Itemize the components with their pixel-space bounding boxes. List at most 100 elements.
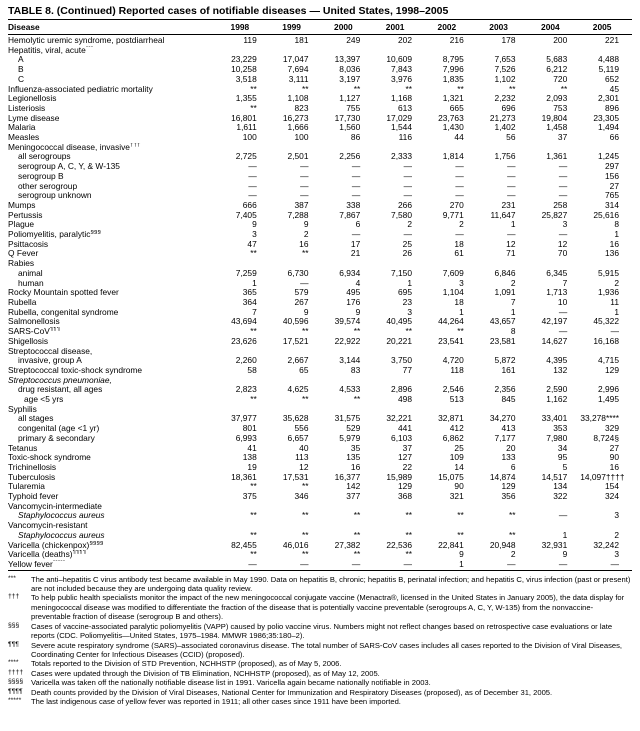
value-cell: 200 bbox=[553, 35, 568, 45]
value-cell: ** bbox=[250, 395, 257, 405]
value-cell: 221 bbox=[605, 35, 619, 45]
value-cell: 322 bbox=[553, 492, 568, 502]
value-cell: 100 bbox=[294, 133, 309, 143]
disease-label: B bbox=[18, 65, 24, 75]
value-cell: 39,574 bbox=[334, 317, 361, 327]
footnote-marker: §§§§ bbox=[8, 678, 24, 686]
value-cell bbox=[373, 405, 425, 415]
disease-label: SARS-CoV¶¶¶ bbox=[8, 327, 61, 337]
value-cell: 8,724§ bbox=[593, 433, 619, 443]
disease-label: A bbox=[18, 55, 24, 65]
value-cell: ** bbox=[353, 530, 361, 540]
value-cell: 9 bbox=[303, 220, 309, 230]
value-cell: 2 bbox=[510, 550, 516, 560]
value-cell: ** bbox=[405, 530, 412, 540]
value-cell: — bbox=[403, 171, 412, 181]
value-cell: 3,111 bbox=[288, 74, 309, 84]
value-cell: 1 bbox=[459, 307, 464, 317]
disease-label: invasive, group A bbox=[18, 356, 82, 366]
value-cell: 8 bbox=[614, 220, 619, 230]
value-cell: 20,948 bbox=[489, 540, 516, 550]
value-cell: 1 bbox=[614, 307, 619, 317]
value-cell: 118 bbox=[450, 365, 464, 375]
disease-label: Listeriosis bbox=[8, 103, 46, 113]
value-cell bbox=[218, 46, 270, 56]
section-row: Hepatitis, viral, acute*** bbox=[8, 46, 632, 56]
value-cell: 113 bbox=[295, 453, 309, 463]
value-cell: 22,922 bbox=[334, 336, 361, 346]
footnote-text: Cases were updated through the Division … bbox=[31, 668, 380, 678]
disease-row: Rubella 364 267 176 23 18 7 10 11 bbox=[8, 298, 632, 308]
value-cell: 16,168 bbox=[593, 336, 619, 346]
value-cell: ** bbox=[250, 249, 257, 259]
value-cell: 314 bbox=[605, 200, 619, 210]
value-cell: 7,609 bbox=[442, 268, 464, 278]
disease-row: congenital (age <1 yr) 801 556 529 441 412 413… bbox=[8, 424, 632, 434]
value-cell: ** bbox=[457, 530, 464, 540]
value-cell bbox=[580, 143, 632, 153]
value-cell: — bbox=[300, 162, 309, 172]
disease-row: Rocky Mountain spotted fever 365 579 495 695… bbox=[8, 288, 632, 298]
value-cell: 10,258 bbox=[231, 65, 257, 75]
value-cell: 12 bbox=[557, 239, 568, 249]
value-cell: 23,626 bbox=[231, 336, 257, 346]
value-cell: 6,993 bbox=[235, 433, 257, 443]
value-cell bbox=[529, 405, 581, 415]
footnote-marker: §§§ bbox=[8, 621, 20, 629]
value-cell bbox=[477, 502, 529, 512]
value-cell: 22 bbox=[402, 462, 412, 472]
value-cell: 119 bbox=[243, 35, 257, 45]
value-cell: 18,361 bbox=[231, 472, 257, 482]
disease-row: Yellow fever***** — — — — 1 — — — bbox=[8, 560, 632, 570]
value-cell: 7 bbox=[510, 297, 516, 307]
value-cell: ** bbox=[301, 395, 309, 405]
value-cell: 387 bbox=[294, 200, 309, 210]
value-cell: 178 bbox=[501, 35, 516, 45]
value-cell: 7,405 bbox=[235, 210, 257, 220]
disease-label: Rubella, congenital syndrome bbox=[8, 307, 119, 317]
footnote: ††† To help public health specialists mon… bbox=[8, 593, 632, 621]
value-cell: — bbox=[300, 181, 309, 191]
disease-row: Typhoid fever 375 346 377 368 321 356 322 324 bbox=[8, 492, 632, 502]
value-cell: 755 bbox=[346, 103, 361, 113]
value-cell: 1,361 bbox=[546, 152, 568, 162]
value-cell: ** bbox=[250, 327, 257, 337]
value-cell: 116 bbox=[398, 133, 412, 143]
value-cell: 1,430 bbox=[442, 123, 464, 133]
value-cell bbox=[270, 347, 322, 357]
value-cell: 23 bbox=[402, 297, 412, 307]
year-column-header: 1998 bbox=[218, 19, 270, 35]
value-cell: 3 bbox=[614, 550, 619, 560]
footnote-text: Totals reported to the Division of STD P… bbox=[31, 659, 342, 669]
footnotes: *** The anti–hepatitis C virus antibody t… bbox=[8, 575, 632, 707]
value-cell: 10 bbox=[557, 297, 568, 307]
value-cell bbox=[580, 259, 632, 269]
value-cell: 765 bbox=[605, 191, 619, 201]
value-cell: 15,075 bbox=[438, 472, 464, 482]
value-cell: 2 bbox=[614, 530, 619, 540]
value-cell: 270 bbox=[449, 200, 464, 210]
disease-label: Streptococcus pneumoniae, bbox=[8, 375, 112, 385]
value-cell: 1,611 bbox=[236, 123, 257, 133]
value-cell: 1,245 bbox=[598, 152, 619, 162]
disease-label: other serogroup bbox=[18, 181, 78, 191]
value-cell: 8 bbox=[510, 327, 516, 337]
footnote-marker: **** bbox=[8, 659, 19, 667]
value-cell: 1,544 bbox=[391, 123, 412, 133]
value-cell: 2 bbox=[510, 278, 516, 288]
disease-label: Influenza-associated pediatric mortality bbox=[8, 84, 153, 94]
value-cell: 845 bbox=[501, 395, 516, 405]
disease-label: Rocky Mountain spotted fever bbox=[8, 288, 119, 298]
disease-row: Shigellosis 23,626 17,521 22,922 20,221 23,54… bbox=[8, 337, 632, 347]
value-cell: 1,402 bbox=[494, 123, 516, 133]
value-cell: — bbox=[403, 559, 412, 569]
value-cell: 45,322 bbox=[593, 317, 619, 327]
value-cell: 16 bbox=[350, 462, 361, 472]
disease-row: primary & secondary 6,993 6,657 5,979 6,103 6… bbox=[8, 434, 632, 444]
footnote: *** The anti–hepatitis C virus antibody t… bbox=[8, 575, 632, 594]
value-cell: 83 bbox=[350, 365, 361, 375]
value-cell bbox=[425, 143, 477, 153]
disease-row: other serogroup — — — — — — — 27 bbox=[8, 182, 632, 192]
value-cell bbox=[529, 502, 581, 512]
value-cell: — bbox=[507, 171, 516, 181]
